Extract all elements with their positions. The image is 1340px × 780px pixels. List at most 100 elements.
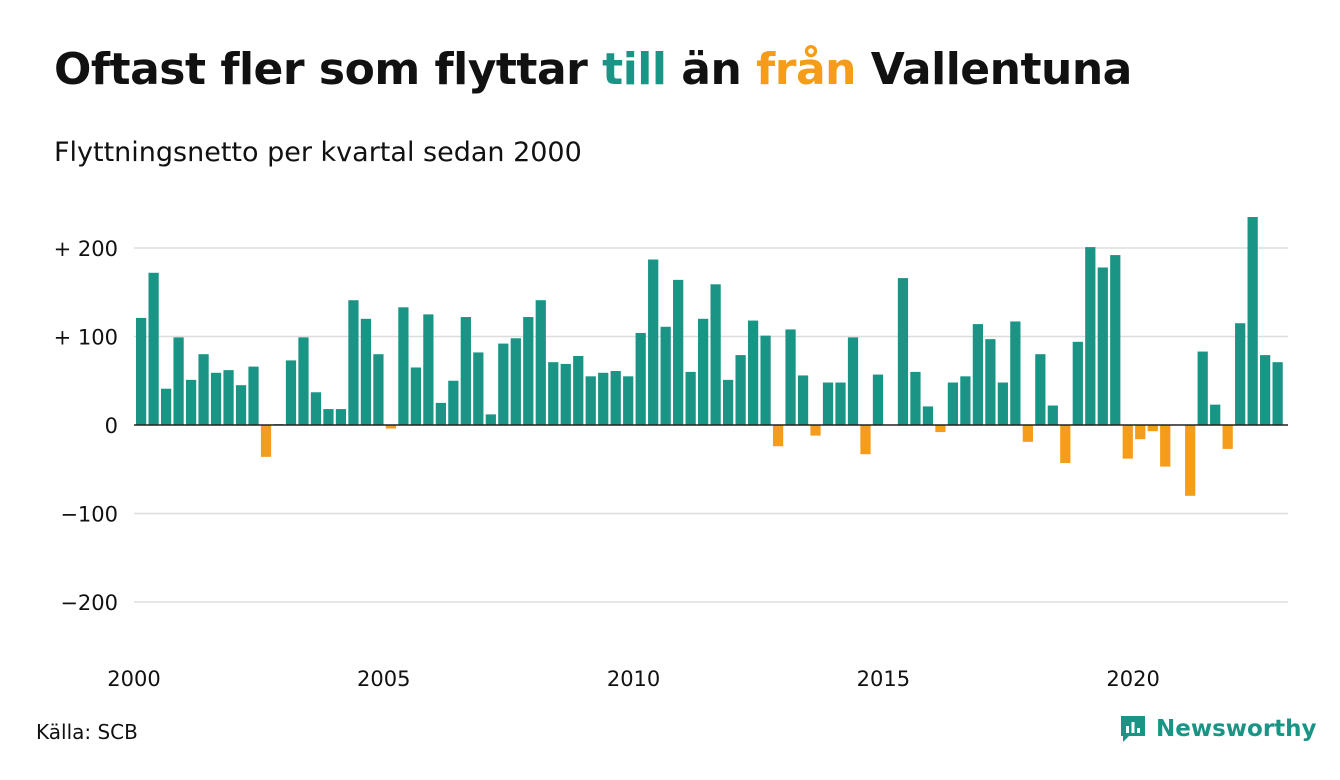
bar-2011-q4 bbox=[722, 379, 734, 425]
bar-2005-q3 bbox=[410, 367, 422, 425]
x-tick-label: 2000 bbox=[107, 667, 160, 691]
y-tick-label: + 100 bbox=[54, 326, 118, 350]
title-highlight-till: till bbox=[602, 44, 667, 95]
bar-2005-q4 bbox=[423, 314, 434, 425]
bar-2006-q3 bbox=[460, 317, 471, 425]
bar-2009-q3 bbox=[610, 371, 621, 425]
bar-2021-q3 bbox=[1210, 404, 1221, 425]
bar-2021-q2 bbox=[1197, 351, 1208, 425]
bar-2012-q4 bbox=[772, 425, 784, 447]
bar-2000-q4 bbox=[173, 337, 184, 425]
title-part-1: Oftast fler som flyttar bbox=[54, 44, 603, 95]
bar-2008-q1 bbox=[535, 300, 546, 425]
bar-2001-q4 bbox=[223, 370, 234, 425]
bar-2002-q2 bbox=[248, 366, 259, 425]
bar-2008-q2 bbox=[548, 362, 559, 425]
bar-2000-q1 bbox=[136, 317, 147, 425]
bar-2013-q4 bbox=[822, 382, 834, 425]
bar-2002-q3 bbox=[260, 425, 272, 457]
bar-2016-q4 bbox=[972, 324, 984, 425]
bar-2012-q1 bbox=[735, 355, 746, 425]
newsworthy-logo-icon bbox=[1121, 716, 1145, 742]
x-axis-labels: 2000 2005 2010 2015 2020 bbox=[107, 667, 1160, 691]
bar-2013-q1 bbox=[785, 329, 796, 425]
bar-2015-q4 bbox=[922, 406, 934, 425]
bar-2016-q1 bbox=[935, 425, 946, 433]
bar-2014-q2 bbox=[847, 337, 859, 425]
bar-2003-q4 bbox=[323, 409, 334, 425]
bar-2012-q2 bbox=[747, 320, 759, 425]
bar-2022-q3 bbox=[1260, 355, 1271, 425]
brand-logo[interactable]: Newsworthy bbox=[1118, 713, 1317, 745]
bar-2018-q4 bbox=[1072, 341, 1083, 425]
bar-2006-q2 bbox=[448, 380, 459, 425]
bar-2011-q3 bbox=[710, 284, 721, 425]
bar-2011-q2 bbox=[698, 318, 709, 425]
bar-2015-q2 bbox=[897, 278, 909, 425]
bar-2022-q2 bbox=[1247, 217, 1258, 425]
bar-2004-q1 bbox=[335, 409, 347, 425]
bar-2007-q1 bbox=[485, 414, 496, 425]
bar-2019-q2 bbox=[1097, 267, 1108, 425]
bar-2010-q3 bbox=[660, 326, 671, 425]
bar-2021-q1 bbox=[1185, 425, 1196, 496]
bar-2003-q1 bbox=[285, 360, 297, 425]
title-part-5: Vallentuna bbox=[855, 44, 1133, 95]
y-tick-label: 0 bbox=[105, 414, 118, 438]
bar-2018-q1 bbox=[1035, 354, 1046, 425]
bar-2001-q2 bbox=[198, 354, 209, 425]
bar-2003-q3 bbox=[310, 392, 322, 425]
bar-2007-q2 bbox=[498, 343, 509, 425]
bar-2018-q3 bbox=[1060, 425, 1071, 464]
bar-2004-q3 bbox=[360, 318, 372, 425]
bar-2000-q2 bbox=[148, 272, 159, 425]
bar-2007-q3 bbox=[510, 338, 521, 425]
y-tick-label: + 200 bbox=[54, 237, 118, 261]
bar-2013-q3 bbox=[810, 425, 821, 436]
bar-2013-q2 bbox=[797, 375, 809, 425]
bar-2008-q3 bbox=[560, 363, 571, 425]
bar-2000-q3 bbox=[160, 388, 172, 425]
bar-2002-q1 bbox=[235, 385, 247, 425]
bar-2007-q4 bbox=[523, 317, 534, 425]
title-highlight-fran: från bbox=[756, 44, 856, 95]
x-tick-label: 2010 bbox=[607, 667, 660, 691]
bar-2008-q4 bbox=[573, 355, 584, 425]
bar-2014-q1 bbox=[835, 382, 846, 425]
bar-2019-q1 bbox=[1085, 247, 1096, 425]
bar-2006-q4 bbox=[473, 352, 484, 425]
bar-2015-q3 bbox=[910, 371, 921, 425]
bar-2016-q2 bbox=[947, 382, 959, 425]
bar-2014-q4 bbox=[872, 374, 884, 425]
bar-2010-q4 bbox=[673, 279, 684, 425]
bar-2021-q4 bbox=[1222, 425, 1233, 449]
bar-2020-q2 bbox=[1147, 425, 1158, 432]
brand-name: Newsworthy bbox=[1156, 716, 1317, 742]
bar-2004-q2 bbox=[348, 300, 359, 425]
bar-2005-q1 bbox=[385, 425, 397, 429]
bar-2010-q2 bbox=[648, 259, 659, 425]
bar-2022-q1 bbox=[1235, 323, 1246, 425]
bar-2016-q3 bbox=[960, 376, 971, 425]
bar-2004-q4 bbox=[373, 354, 384, 425]
x-tick-label: 2015 bbox=[857, 667, 910, 691]
y-tick-label: −200 bbox=[60, 591, 118, 615]
bar-2020-q1 bbox=[1135, 425, 1146, 440]
bar-2005-q2 bbox=[398, 307, 409, 425]
bar-chart: + 200 + 100 0 −100 −200 2000 2005 2010 2015 2020 bbox=[54, 217, 1288, 691]
bar-2014-q3 bbox=[860, 425, 871, 455]
bar-2020-q3 bbox=[1160, 425, 1171, 467]
bar-2009-q4 bbox=[623, 376, 634, 425]
bar-2006-q1 bbox=[435, 402, 446, 425]
bar-2017-q1 bbox=[985, 339, 996, 425]
source-note: Källa: SCB bbox=[36, 720, 138, 744]
bar-2001-q3 bbox=[210, 372, 222, 425]
bar-2022-q4 bbox=[1272, 362, 1283, 425]
bar-2017-q4 bbox=[1022, 425, 1033, 442]
page-title: Oftast fler som flyttar till än från Val… bbox=[54, 44, 1132, 95]
bar-2001-q1 bbox=[185, 379, 197, 425]
x-tick-label: 2020 bbox=[1106, 667, 1159, 691]
bars bbox=[136, 217, 1283, 496]
title-part-3: än bbox=[666, 44, 757, 95]
chart-subtitle: Flyttningsnetto per kvartal sedan 2000 bbox=[54, 137, 582, 168]
